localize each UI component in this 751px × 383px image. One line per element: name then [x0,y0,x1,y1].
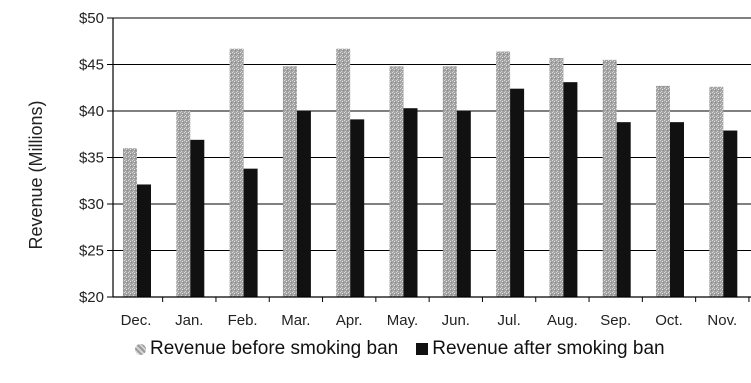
bar-after-ban [296,111,311,297]
bars-group [123,48,738,298]
gridlines [113,17,751,298]
bar-before-ban [389,66,404,297]
x-tick-label: Nov. [707,312,737,329]
legend: Revenue before smoking ban Revenue after… [135,338,665,360]
bar-before-ban [602,59,617,297]
bar-before-ban [123,148,137,297]
legend-swatch-after [416,343,429,355]
bar-after-ban [243,168,258,297]
y-tick-label: $40 [79,103,104,120]
x-tick-label: Jun. [442,312,470,329]
x-tick-label: May. [387,312,418,329]
bar-after-ban [510,88,525,298]
bar-before-ban [442,66,457,297]
legend-item-before: Revenue before smoking ban [135,338,398,360]
bar-after-ban [616,122,631,297]
bar-after-ban [403,108,418,298]
bar-after-ban [670,122,684,297]
legend-swatch-before [135,343,146,355]
bar-after-ban [190,139,205,297]
bar-before-ban [496,51,511,298]
x-tick-label: Oct. [655,312,683,329]
y-tick-label: $50 [79,10,104,27]
bar-after-ban [456,111,471,297]
x-tick-label: Dec. [121,312,152,329]
bar-after-ban [563,82,578,297]
bar-before-ban [656,85,670,297]
x-tick-label: Apr. [336,312,363,329]
legend-label-after: Revenue after smoking ban [432,338,665,359]
bar-after-ban [350,119,365,298]
bar-before-ban [229,48,244,297]
bar-before-ban [336,48,351,297]
x-tick-label: Jan. [175,312,203,329]
y-tick-label: $35 [79,150,104,167]
x-tick-label: Mar. [281,312,310,329]
y-axis-title: Revenue (Millions) [26,100,46,249]
y-tick-label: $20 [79,289,104,306]
legend-item-after: Revenue after smoking ban [416,338,665,360]
y-tick-label: $30 [79,196,104,213]
x-tick-label: Feb. [228,312,258,329]
bar-after-ban [723,130,738,297]
x-tick-label: Sep. [600,312,631,329]
bar-before-ban [549,57,564,297]
axes-group [107,17,751,302]
x-tick-label: Aug. [547,312,578,329]
bar-before-ban [176,111,191,297]
bar-before-ban [282,66,297,297]
y-tick-label: $25 [79,243,104,260]
y-tick-labels: $20 $25 $30 $35 $40 $45 $50 [79,10,104,306]
bar-after-ban [137,184,151,297]
y-tick-label: $45 [79,57,104,74]
legend-label-before: Revenue before smoking ban [150,338,399,359]
x-tick-labels: Dec. Jan. Feb. Mar. Apr. May. Jun. Jul. Aug. Sep.… [121,312,738,329]
x-tick-label: Jul. [497,312,520,329]
bar-before-ban [709,86,724,297]
